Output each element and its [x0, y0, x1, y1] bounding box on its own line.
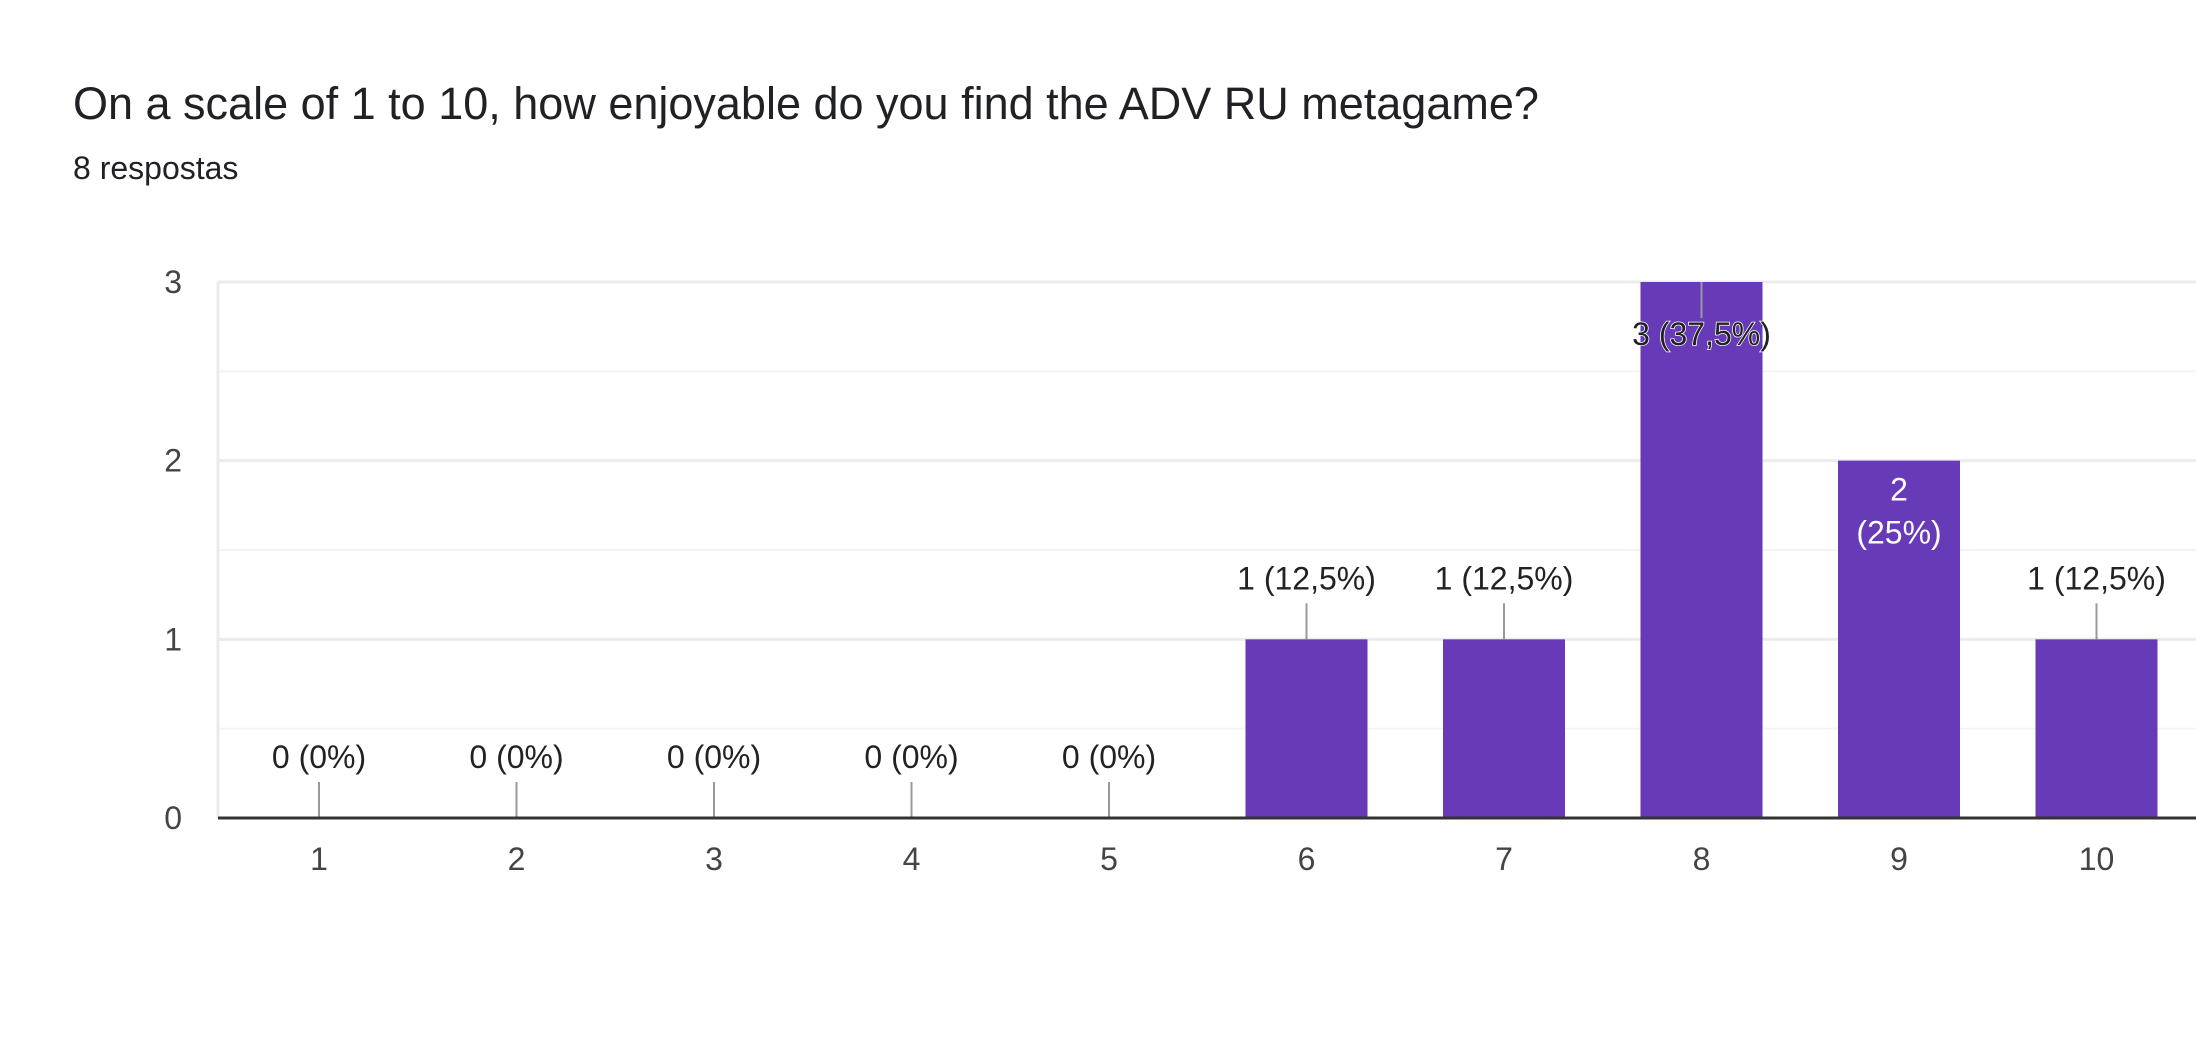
bar: [2035, 639, 2158, 818]
x-tick-label: 10: [2079, 841, 2115, 877]
data-label: 1 (12,5%): [2027, 560, 2166, 596]
data-label: 0 (0%): [1062, 739, 1156, 775]
bar: [1443, 639, 1565, 818]
x-tick-label: 7: [1495, 841, 1513, 877]
bar: [1838, 460, 1960, 818]
data-label: 3 (37,5%): [1632, 316, 1771, 352]
x-tick-label: 8: [1693, 841, 1711, 877]
x-tick-label: 9: [1890, 841, 1908, 877]
x-tick-label: 5: [1100, 841, 1118, 877]
y-tick-label: 2: [164, 443, 182, 479]
data-label: 0 (0%): [667, 739, 761, 775]
response-count: 8 respostas: [73, 150, 239, 186]
x-tick-label: 3: [705, 841, 723, 877]
x-tick-label: 6: [1298, 841, 1316, 877]
y-tick-label: 1: [164, 621, 182, 657]
x-tick-label: 1: [310, 841, 328, 877]
data-label: (25%): [1856, 515, 1941, 551]
y-tick-label: 0: [164, 800, 182, 836]
bar: [1640, 282, 1763, 818]
data-label: 0 (0%): [469, 739, 563, 775]
data-label: 0 (0%): [864, 739, 958, 775]
axes: 0 1 2 3 1 2 3 4 5 6 7 8 9 10: [164, 264, 2196, 877]
data-label: 1 (12,5%): [1435, 560, 1574, 596]
data-labels: 0 (0%) 0 (0%) 0 (0%) 0 (0%) 0 (0%) 1 (12,5%) 1…: [272, 282, 2166, 818]
bar: [1245, 639, 1368, 818]
y-tick-label: 3: [164, 264, 182, 300]
data-label: 0 (0%): [272, 739, 366, 775]
x-tick-label: 2: [508, 841, 526, 877]
data-label: 1 (12,5%): [1237, 560, 1376, 596]
data-label: 2: [1890, 472, 1908, 508]
question-title: On a scale of 1 to 10, how enjoyable do …: [73, 78, 1539, 129]
x-tick-label: 4: [903, 841, 921, 877]
bars: [1245, 282, 2158, 818]
